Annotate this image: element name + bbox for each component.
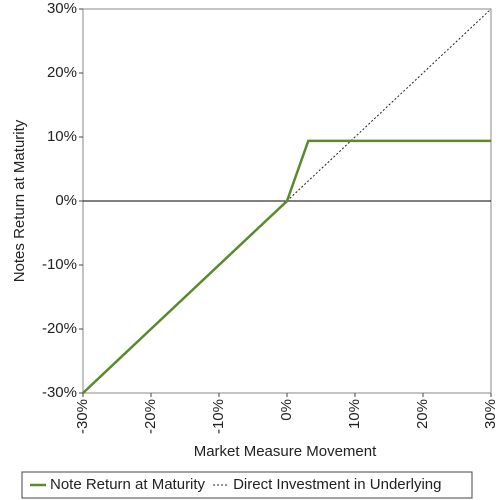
y-tick-label: 0% (55, 192, 77, 209)
x-tick-label: -10% (210, 399, 227, 434)
y-axis-label: Notes Return at Maturity (11, 119, 28, 282)
x-tick-label: 0% (278, 399, 295, 421)
y-tick-label: 10% (47, 128, 77, 145)
legend-label: Note Return at Maturity (50, 476, 206, 493)
legend-box (21, 471, 473, 499)
x-tick-label: 20% (414, 399, 431, 429)
legend-label: Direct Investment in Underlying (233, 476, 441, 493)
y-tick-label: 20% (47, 64, 77, 81)
x-tick-label: 30% (482, 399, 499, 429)
y-tick-label: -20% (42, 320, 77, 337)
y-tick-label: -10% (42, 256, 77, 273)
x-axis-label: Market Measure Movement (194, 443, 377, 460)
y-tick-label: 30% (47, 0, 77, 17)
x-tick-label: -30% (74, 399, 91, 434)
series-line (82, 139, 491, 394)
x-tick-label: -20% (142, 399, 159, 434)
y-tick-label: -30% (42, 384, 77, 401)
x-tick-label: 10% (346, 399, 363, 429)
